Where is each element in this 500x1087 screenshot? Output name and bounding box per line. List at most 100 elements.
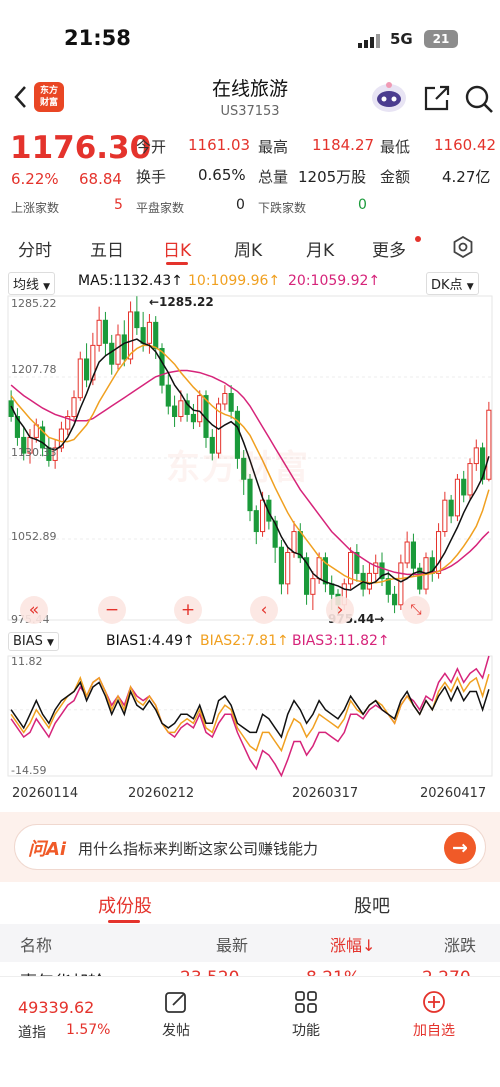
tab-five-day[interactable]: 五日 <box>90 241 124 261</box>
nav-post-label: 发帖 <box>162 1023 190 1039</box>
candle <box>366 572 373 590</box>
dk-select[interactable]: DK点 ▼ <box>426 272 479 295</box>
candle <box>291 531 297 553</box>
candle <box>52 447 58 461</box>
bottom-bar <box>0 976 500 1087</box>
tab-month-k[interactable]: 月K <box>306 241 335 261</box>
candle <box>77 358 83 399</box>
col-latest[interactable]: 最新 <box>216 936 249 955</box>
fullscreen-icon[interactable]: ⤡ <box>402 596 430 624</box>
candle <box>228 392 234 412</box>
ma5-value: MA5:1132.43↑ <box>78 273 183 289</box>
amount-value: 4.27亿 <box>442 168 491 186</box>
volume-value: 1205万股 <box>298 168 367 186</box>
col-change-pct[interactable]: 涨幅↓ <box>330 936 376 955</box>
ma-select[interactable]: 均线 ▼ <box>8 272 56 295</box>
step-back-icon[interactable]: ‹ <box>250 596 278 624</box>
settings-icon[interactable] <box>452 235 474 259</box>
ask-ai-bar[interactable] <box>14 824 486 870</box>
candle <box>385 578 391 595</box>
candle <box>310 578 316 595</box>
candle <box>391 593 398 606</box>
candle <box>153 321 159 350</box>
bias1-value: BIAS1:4.49↑ <box>106 633 195 649</box>
candle <box>467 463 473 496</box>
row-change-pct: 8.21% <box>306 968 361 978</box>
flat-count-label: 平盘家数 <box>136 201 185 215</box>
change-amount: 68.84 <box>79 170 122 188</box>
candle <box>448 499 454 517</box>
function-button[interactable]: 功能 <box>266 990 346 1042</box>
tab-week-k[interactable]: 周K <box>234 241 263 261</box>
candle <box>102 319 109 344</box>
ma5-line <box>10 338 490 591</box>
status-time: 21:58 <box>64 26 131 50</box>
table-row[interactable]: 嘉年华邮轮 23.520 8.21% 2.270 <box>0 966 500 978</box>
bias-frame <box>7 655 493 777</box>
candle <box>272 520 278 548</box>
share-icon[interactable] <box>423 84 451 112</box>
candle <box>253 510 259 533</box>
candle <box>109 342 115 365</box>
candle <box>171 405 178 418</box>
candle <box>234 410 241 459</box>
grid-icon <box>294 990 318 1018</box>
turnover-label: 换手 <box>136 168 167 186</box>
plus-circle-icon <box>422 990 446 1018</box>
volume-label: 总量 <box>258 168 289 186</box>
candle <box>473 447 479 465</box>
bias-chart[interactable] <box>0 652 500 782</box>
candle <box>404 541 410 564</box>
candle <box>461 478 467 496</box>
back-button[interactable] <box>10 84 32 110</box>
ask-ai-brand: 问Ai <box>28 839 67 860</box>
candle <box>410 541 417 569</box>
candle <box>21 436 27 454</box>
col-name[interactable]: 名称 <box>20 936 53 955</box>
step-forward-icon[interactable]: › <box>326 596 354 624</box>
add-watchlist-button[interactable]: 加自选 <box>394 990 474 1042</box>
candle <box>65 416 71 430</box>
rewind-icon[interactable]: « <box>20 596 48 624</box>
chevron-down-icon: ▼ <box>466 282 474 292</box>
candlestick-chart[interactable] <box>0 292 500 632</box>
bias3-value: BIAS3:11.82↑ <box>292 633 390 649</box>
candle <box>146 321 153 344</box>
turnover-value: 0.65% <box>198 166 246 184</box>
ma10-value: 10:1099.96↑ <box>188 273 281 289</box>
y-tick-label: 1130.33 <box>11 446 57 459</box>
candle <box>140 327 146 344</box>
bias-select[interactable]: BIAS ▼ <box>8 632 59 651</box>
candle <box>285 551 291 585</box>
candle <box>121 334 127 360</box>
index-value[interactable]: 49339.62 <box>18 998 95 1017</box>
edit-icon <box>164 990 188 1018</box>
bias1-line <box>10 680 490 739</box>
tab-more[interactable]: 更多 <box>372 241 406 261</box>
post-button[interactable]: 发帖 <box>136 990 216 1042</box>
search-icon[interactable] <box>464 84 494 114</box>
candle <box>115 334 121 365</box>
high-label: 最高 <box>258 138 289 156</box>
candle <box>373 562 379 574</box>
tab-constituents[interactable]: 成份股 <box>98 896 152 917</box>
tab-intraday[interactable]: 分时 <box>18 241 52 261</box>
down-count: 0 <box>358 197 367 213</box>
ask-ai-prompt: 用什么指标来判断这家公司赚钱能力 <box>78 840 319 858</box>
tab-day-k[interactable]: 日K <box>163 241 192 261</box>
open-value: 1161.03 <box>188 136 251 154</box>
robot-assistant-icon[interactable] <box>370 80 408 114</box>
arrow-right-icon[interactable]: → <box>444 832 476 864</box>
open-label: 今开 <box>136 138 167 156</box>
x-tick-label: 20260417 <box>420 786 487 801</box>
candle <box>454 478 461 517</box>
candle <box>58 428 65 449</box>
up-count-label: 上涨家数 <box>11 201 60 215</box>
zoom-in-icon[interactable]: + <box>174 596 202 624</box>
col-change[interactable]: 涨跌 <box>444 936 477 955</box>
zoom-out-icon[interactable]: − <box>98 596 126 624</box>
candle <box>83 358 90 381</box>
bias2-value: BIAS2:7.81↑ <box>200 633 289 649</box>
tab-forum[interactable]: 股吧 <box>354 896 390 917</box>
candle <box>442 499 448 533</box>
